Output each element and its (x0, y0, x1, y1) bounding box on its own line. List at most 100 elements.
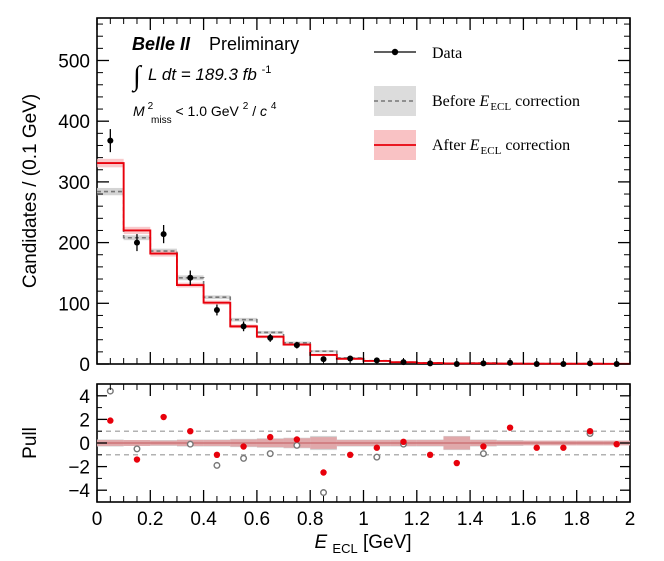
lumi-body: L dt = 189.3 fb (148, 65, 257, 84)
data-point-1 (133, 239, 140, 246)
pull-after-point-0 (107, 417, 114, 424)
main-ytick-label-0: 0 (79, 355, 90, 376)
pull-after-point-12 (426, 451, 434, 458)
cut-value: < 1.0 GeV (175, 103, 239, 119)
legend-data-label: Data (432, 45, 462, 62)
pull-yticks: −4−2 0 24 (68, 383, 630, 503)
pull-ytick-label-0: −4 (68, 481, 90, 502)
x-tick-label-9: 1.8 (563, 509, 589, 530)
x-tick-label-7: 1.4 (457, 509, 484, 530)
legend-before-E: E (479, 93, 490, 110)
x-tick-label-2: 0.4 (190, 509, 217, 530)
x-tick-label-0: 0 (92, 509, 103, 530)
pull-after-point-10 (373, 444, 381, 451)
pull-after-point-4 (213, 451, 221, 458)
legend-data-key (374, 48, 416, 56)
pull-after-point-5 (240, 443, 247, 450)
main-ytick-label-5: 500 (58, 51, 90, 72)
pull-after-point-14 (480, 443, 487, 450)
x-axis-label: E ECL [GeV] (314, 532, 411, 558)
pull-ytick-label-2: 0 (79, 434, 90, 455)
legend-after-key (374, 130, 416, 160)
pull-ytick-label-1: −2 (68, 458, 90, 479)
pull-before-point-6 (293, 441, 301, 449)
data-point-7 (293, 342, 300, 349)
main-ytick-label-4: 400 (58, 112, 90, 133)
main-xticks (96, 18, 631, 364)
lumi-text: L dt = 189.3 fb -1 (148, 64, 271, 84)
cut-c: c (260, 103, 267, 119)
pull-before-point-4 (240, 454, 248, 462)
pull-before-point-7 (320, 489, 328, 497)
experiment-name: Belle II (132, 34, 191, 54)
cut-c-sup: 4 (271, 101, 277, 112)
main-hists (97, 162, 630, 365)
pull-after-point-6 (267, 433, 274, 441)
data-point-0 (107, 137, 114, 144)
x-tick-label-5: 1 (358, 509, 369, 530)
main-ytick-label-2: 200 (58, 234, 90, 255)
x-tick-label-10: 2 (625, 509, 636, 530)
cut-M: M (133, 103, 145, 119)
data-point-6 (267, 334, 274, 341)
pull-after-point-13 (453, 459, 460, 467)
x-axis-E: E (314, 532, 327, 553)
pull-after-point-19 (613, 440, 620, 448)
pull-lines (97, 430, 630, 456)
x-tick-label-6: 1.2 (404, 509, 430, 530)
main-ytick-label-3: 300 (58, 173, 90, 194)
data-point-3 (187, 274, 194, 281)
lumi-integral: ∫ (131, 61, 143, 93)
legend-after-pre: After (432, 137, 470, 154)
x-tick-label-3: 0.6 (244, 509, 270, 530)
legend-before-pre: Before (432, 93, 480, 110)
pull-after-point-3 (187, 428, 194, 435)
data-point-2 (160, 231, 167, 238)
main-ylabel: Candidates / (0.1 GeV) (20, 94, 41, 288)
data-point-4 (213, 306, 220, 313)
legend-before-post: correction (515, 93, 580, 110)
cut-value-sup: 2 (243, 101, 249, 112)
pull-after-point-7 (293, 436, 301, 443)
legend-after-label: After E ECL correction (432, 137, 570, 158)
legend-after-sub: ECL (481, 145, 502, 157)
main-ytick-label-1: 100 (58, 294, 90, 315)
cut-M-sup: 2 (148, 101, 154, 112)
pull-after-point-18 (586, 428, 594, 435)
pull-points (106, 387, 620, 497)
pull-before-point-2 (186, 440, 194, 448)
x-axis-unit: [GeV] (363, 532, 412, 553)
lumi-exp: -1 (262, 64, 272, 76)
pull-after-point-11 (400, 438, 407, 446)
pull-after-point-2 (160, 413, 167, 421)
before-band-bin-6 (256, 330, 284, 334)
main-yticks: 0 100 200 300 400 500 (58, 23, 630, 376)
pull-after-point-15 (506, 424, 514, 431)
pull-after-point-17 (560, 444, 567, 451)
experiment-label: Belle II Preliminary (132, 34, 299, 54)
before-band-bin-0 (97, 187, 124, 196)
pull-before-point-5 (266, 450, 274, 458)
main-data (107, 129, 620, 367)
before-correction-histogram (97, 190, 630, 365)
pull-before-point-10 (479, 450, 487, 458)
pull-before-point-8 (373, 453, 381, 461)
pull-after-point-16 (533, 444, 540, 451)
legend: Data Before E ECL correction After E ECL… (374, 45, 580, 160)
status-label: Preliminary (209, 34, 299, 54)
pull-after-point-8 (320, 469, 327, 476)
cut-text: M 2 miss < 1.0 GeV 2 / c 4 (133, 96, 277, 126)
cut-slash: / (252, 103, 256, 119)
legend-after-E: E (469, 137, 480, 154)
pull-ytick-label-3: 2 (79, 410, 90, 431)
pull-xticks: 0 0.2 0.4 0.6 0.8 1 1.2 1.4 1.6 1.8 2 (92, 384, 636, 530)
x-tick-label-8: 1.6 (510, 509, 536, 530)
legend-before-key (374, 86, 416, 116)
pull-before-point-1 (133, 445, 141, 453)
pull-after-point-9 (346, 451, 354, 458)
pull-after-point-1 (133, 456, 141, 463)
pull-before-point-3 (213, 461, 221, 469)
